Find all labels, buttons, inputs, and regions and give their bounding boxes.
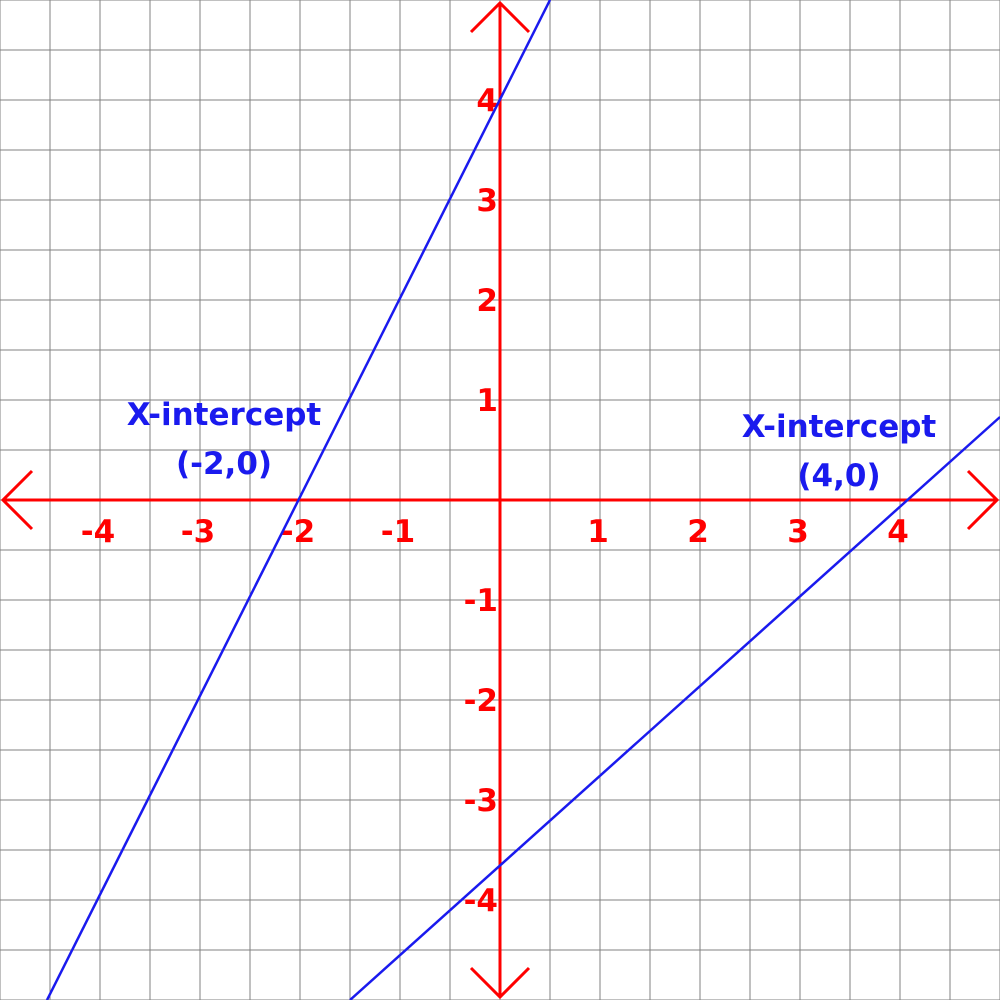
x-tick-label: -1 (381, 514, 415, 550)
x-tick-label: 2 (687, 514, 709, 550)
annotation-point: (4,0) (797, 458, 880, 494)
x-tick-label: 3 (787, 514, 809, 550)
x-tick-label: 4 (887, 514, 909, 550)
annotation-title: X-intercept (127, 397, 322, 433)
annotation-title: X-intercept (742, 409, 937, 445)
series-line-2 (349, 416, 1000, 1000)
y-tick-label: -3 (464, 783, 498, 819)
y-tick-label: -2 (464, 683, 498, 719)
y-axis-bottom-arrow (469, 966, 531, 1000)
x-tick-label: -2 (281, 514, 315, 550)
y-tick-label: 1 (476, 383, 498, 419)
y-tick-label: 2 (476, 283, 498, 319)
y-tick-label: 4 (476, 83, 498, 119)
x-tick-label: -3 (181, 514, 215, 550)
annotation-point: (-2,0) (176, 446, 272, 482)
y-tick-label: -1 (464, 583, 498, 619)
y-axis-top-arrow (469, 0, 531, 34)
x-tick-label: -4 (81, 514, 115, 550)
series-line-1 (45, 0, 552, 1000)
x-tick-label: 1 (587, 514, 609, 550)
x-axis-right-arrow (966, 469, 1000, 531)
y-tick-label: 3 (476, 183, 498, 219)
x-axis-left-arrow (0, 469, 34, 531)
y-tick-label: -4 (464, 883, 498, 919)
